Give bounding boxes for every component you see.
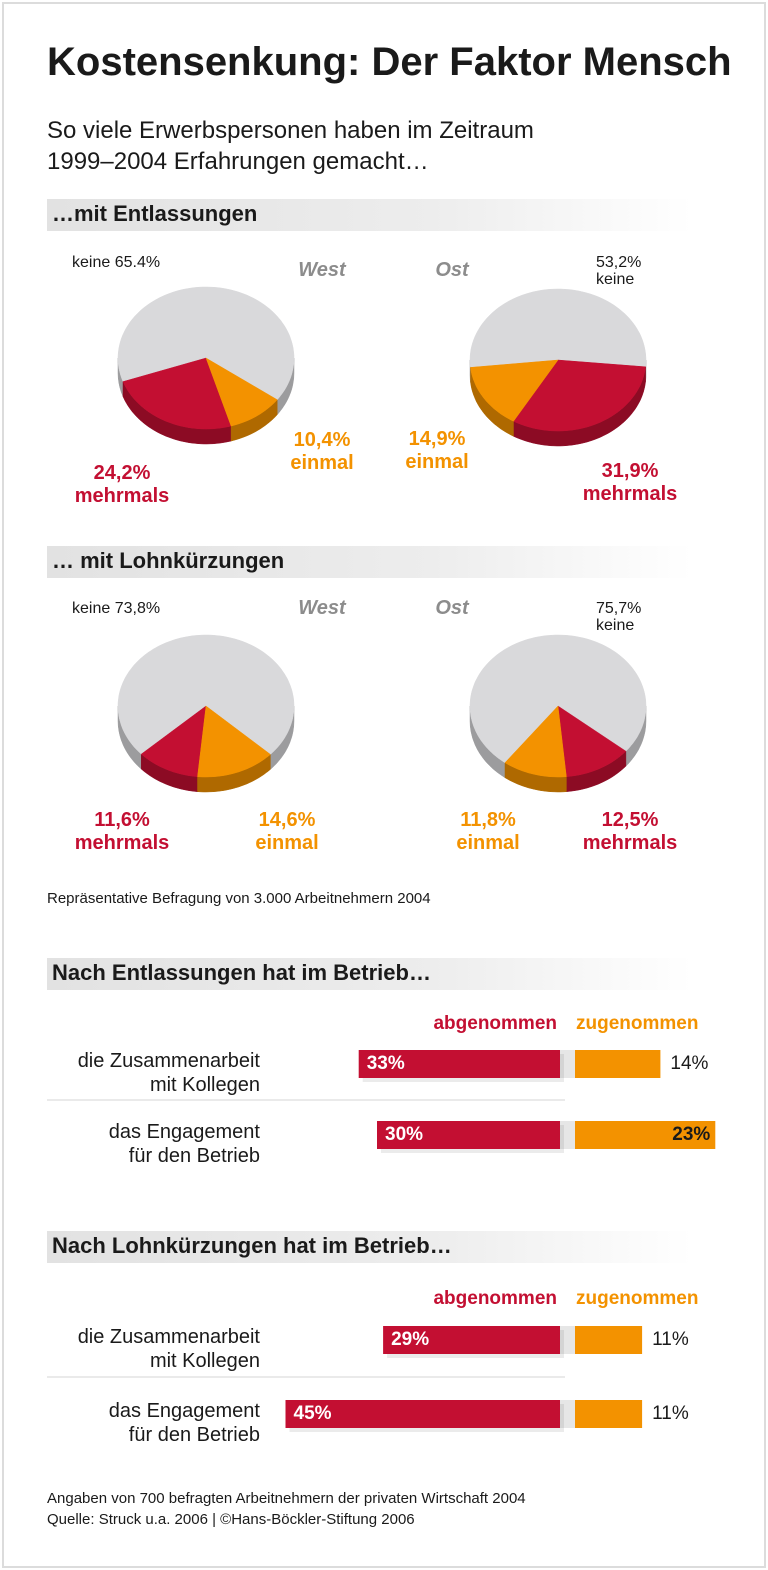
- pie-label: keine 73,8%: [72, 600, 161, 618]
- value-label: 75,7%: [596, 600, 642, 617]
- category-label: das Engagement für den Betrieb: [108, 1121, 260, 1167]
- value-label: 53,2%: [596, 254, 642, 271]
- value-label: 73,8%: [114, 600, 161, 617]
- value-label: 45%: [293, 1403, 332, 1424]
- footer: Angaben von 700 befragten Arbeitnehmern …: [47, 1490, 526, 1507]
- bar: [575, 1400, 643, 1428]
- heading-band: [47, 199, 692, 231]
- section-heading: Nach Lohnkürzungen hat im Betrieb…: [52, 1233, 452, 1258]
- pie-label: 75,7% keine: [596, 600, 682, 635]
- bar: [377, 1121, 560, 1149]
- value-label: 14,9%: [408, 428, 466, 450]
- pie-title: West: [298, 259, 346, 281]
- value-label: 23%: [672, 1124, 711, 1145]
- pie-slice: [504, 705, 567, 778]
- pie-slice: [117, 634, 295, 755]
- value-label: 10,4%: [293, 429, 351, 451]
- pie-slice: [117, 286, 295, 401]
- footer: Quelle: Struck u.a. 2006 | ©Hans-Böckler…: [47, 1511, 415, 1528]
- section-heading: … mit Lohnkürzungen: [52, 548, 285, 573]
- bar-gap: [560, 1050, 575, 1078]
- heading-band: [47, 958, 692, 990]
- pie-title: West: [298, 597, 346, 619]
- bar-gap: [560, 1400, 575, 1428]
- bar-gap: [560, 1121, 575, 1149]
- value-label: 11,6%: [94, 809, 150, 831]
- bar: [285, 1400, 560, 1428]
- note: Repräsentative Befragung von 3.000 Arbei…: [47, 890, 431, 907]
- subtitle: So viele Erwerbspersonen haben im Zeitra…: [47, 117, 534, 175]
- value-label: 11%: [652, 1403, 689, 1424]
- bar: [383, 1326, 560, 1354]
- category-label: das Engagement für den Betrieb: [108, 1400, 260, 1446]
- category-label: mehrmals: [74, 832, 170, 854]
- pie-slice: [513, 359, 646, 432]
- value-label: 12,5%: [601, 809, 659, 831]
- value-label: 33%: [366, 1053, 405, 1074]
- title: Kostensenkung: Der Faktor Mensch: [47, 40, 732, 84]
- category-label: keine: [72, 254, 111, 271]
- pie-slice: [470, 359, 559, 422]
- pie-label: 53,2% keine: [596, 254, 682, 289]
- pie-title: Ost: [435, 259, 469, 281]
- category-label: keine: [596, 270, 635, 288]
- legend-label: zugenommen: [576, 1288, 699, 1309]
- value-label: 11,8%: [460, 809, 516, 831]
- bar: [575, 1326, 643, 1354]
- value-label: 11%: [652, 1329, 689, 1350]
- pie-title: Ost: [435, 597, 469, 619]
- category-label: mehrmals: [74, 485, 170, 507]
- pie-slice: [140, 705, 207, 777]
- value-label: 14,6%: [258, 809, 316, 831]
- category-label: mehrmals: [582, 483, 678, 505]
- value-label: 24,2%: [93, 462, 151, 484]
- category-label: einmal: [255, 832, 319, 854]
- section-heading: Nach Entlassungen hat im Betrieb…: [52, 960, 431, 985]
- category-label: mehrmals: [582, 832, 678, 854]
- heading-band: [47, 1231, 692, 1263]
- bar-gap: [560, 1326, 575, 1354]
- section-heading: …mit Entlassungen: [52, 201, 258, 226]
- legend-label: zugenommen: [576, 1013, 699, 1034]
- legend-label: abgenommen: [433, 1013, 557, 1034]
- pie-slice: [205, 357, 278, 427]
- category-label: die Zusammenarbeit mit Kollegen: [77, 1326, 260, 1372]
- value-label: 31,9%: [601, 460, 659, 482]
- value-label: 65.4%: [114, 254, 161, 271]
- category-label: einmal: [456, 832, 520, 854]
- pie-slice: [557, 705, 627, 777]
- pie-label: keine 65.4%: [72, 254, 161, 272]
- bar: [575, 1050, 661, 1078]
- value-label: 30%: [385, 1124, 424, 1145]
- category-label: einmal: [290, 452, 354, 474]
- pie-slice: [469, 634, 647, 764]
- bar: [575, 1121, 716, 1149]
- category-label: keine: [72, 600, 111, 617]
- category-label: einmal: [405, 451, 469, 473]
- pie-slice: [197, 705, 271, 778]
- heading-band: [47, 546, 692, 578]
- pie-slice: [469, 288, 647, 368]
- legend-label: abgenommen: [433, 1288, 557, 1309]
- category-label: die Zusammenarbeit mit Kollegen: [77, 1050, 260, 1096]
- category-label: keine: [596, 616, 635, 634]
- pie-slice: [122, 357, 232, 430]
- value-label: 29%: [391, 1329, 430, 1350]
- bar: [358, 1050, 560, 1078]
- value-label: 14%: [670, 1053, 709, 1074]
